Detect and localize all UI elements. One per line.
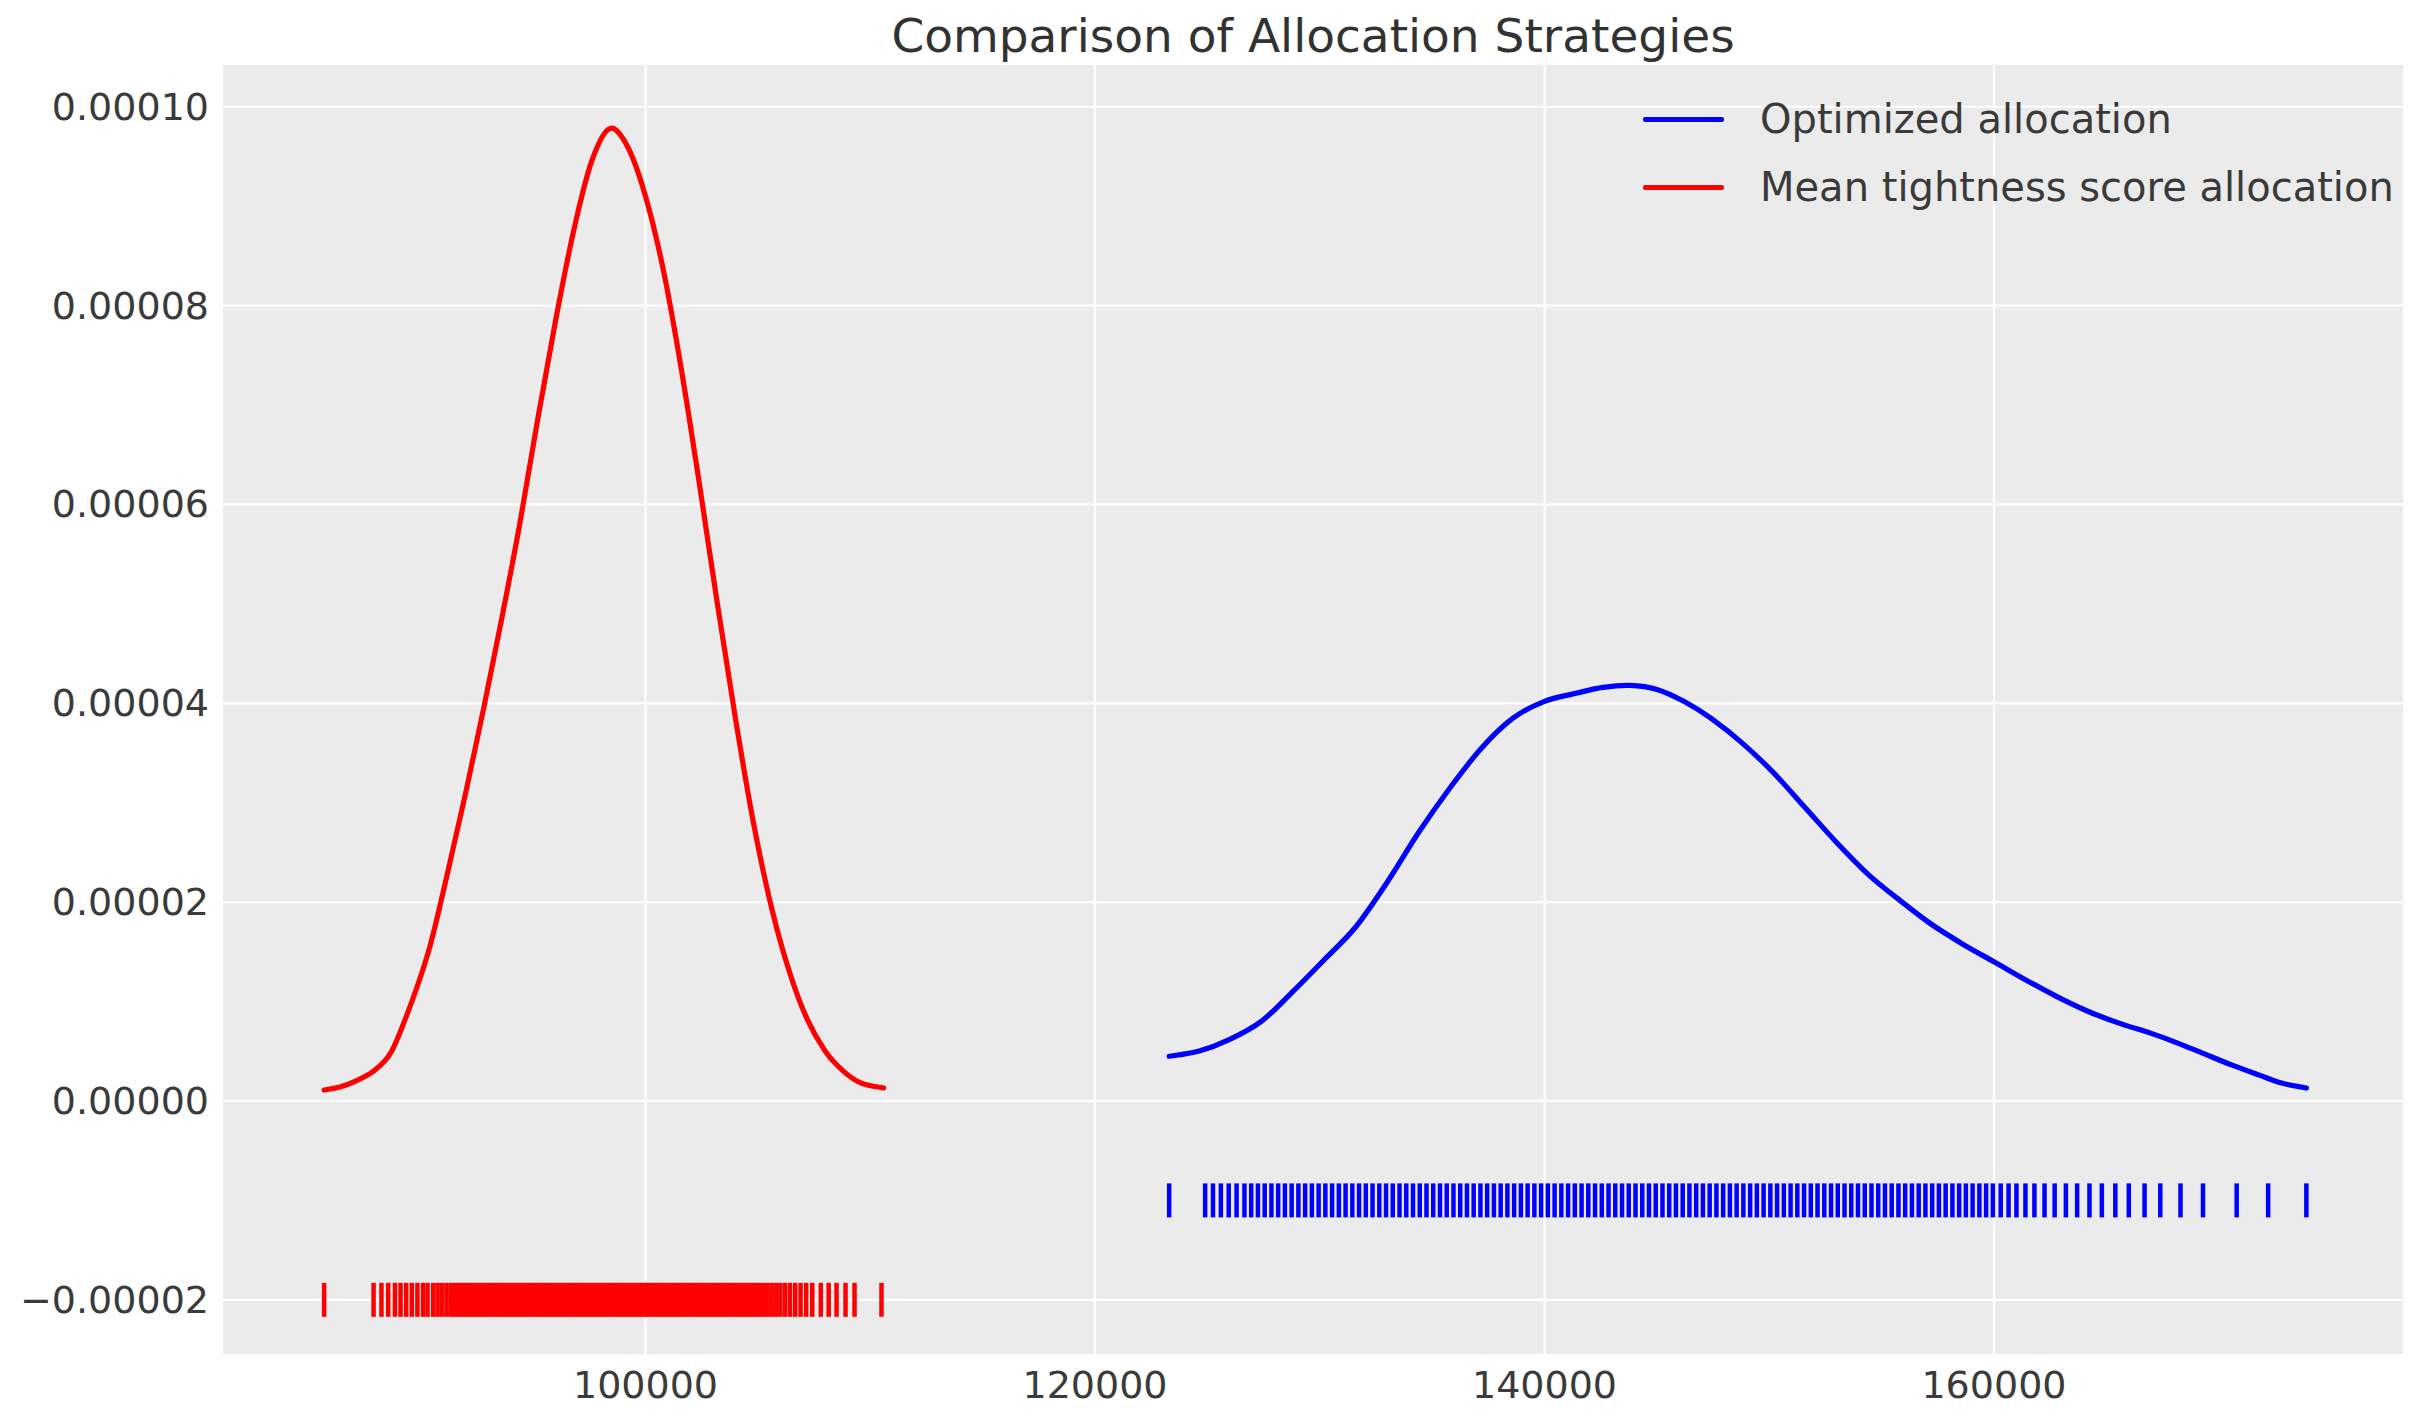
x-tick-label: 100000 [573,1363,718,1407]
legend: Optimized allocation Mean tightness score… [1643,96,2394,210]
plot-background [223,65,2403,1354]
legend-item-mean-tightness-score-allocation: Mean tightness score allocation [1643,164,2394,210]
chart-title: Comparison of Allocation Strategies [223,8,2403,63]
y-tick-label: 0.00004 [52,681,209,725]
y-tick-label: 0.00006 [52,482,209,526]
chart-canvas: 0.00010 0.00008 0.00006 0.00004 0.00002 0.000… [0,0,2423,1423]
legend-line-sample-optimized-allocation [1643,117,1724,122]
legend-line-sample-mean-tightness-score-allocation [1643,185,1724,190]
y-tick-label: −0.00002 [20,1278,209,1322]
x-tick-label: 140000 [1472,1363,1617,1407]
figure: 0.00010 0.00008 0.00006 0.00004 0.00002 0.000… [0,0,2423,1423]
y-tick-label: 0.00000 [52,1079,209,1123]
legend-label: Mean tightness score allocation [1760,164,2394,210]
legend-label: Optimized allocation [1760,96,2172,142]
y-tick-label: 0.00010 [52,85,209,129]
y-tick-label: 0.00002 [52,880,209,924]
y-tick-label: 0.00008 [52,284,209,328]
x-tick-label: 160000 [1921,1363,2066,1407]
legend-item-optimized-allocation: Optimized allocation [1643,96,2394,142]
x-tick-label: 120000 [1022,1363,1167,1407]
